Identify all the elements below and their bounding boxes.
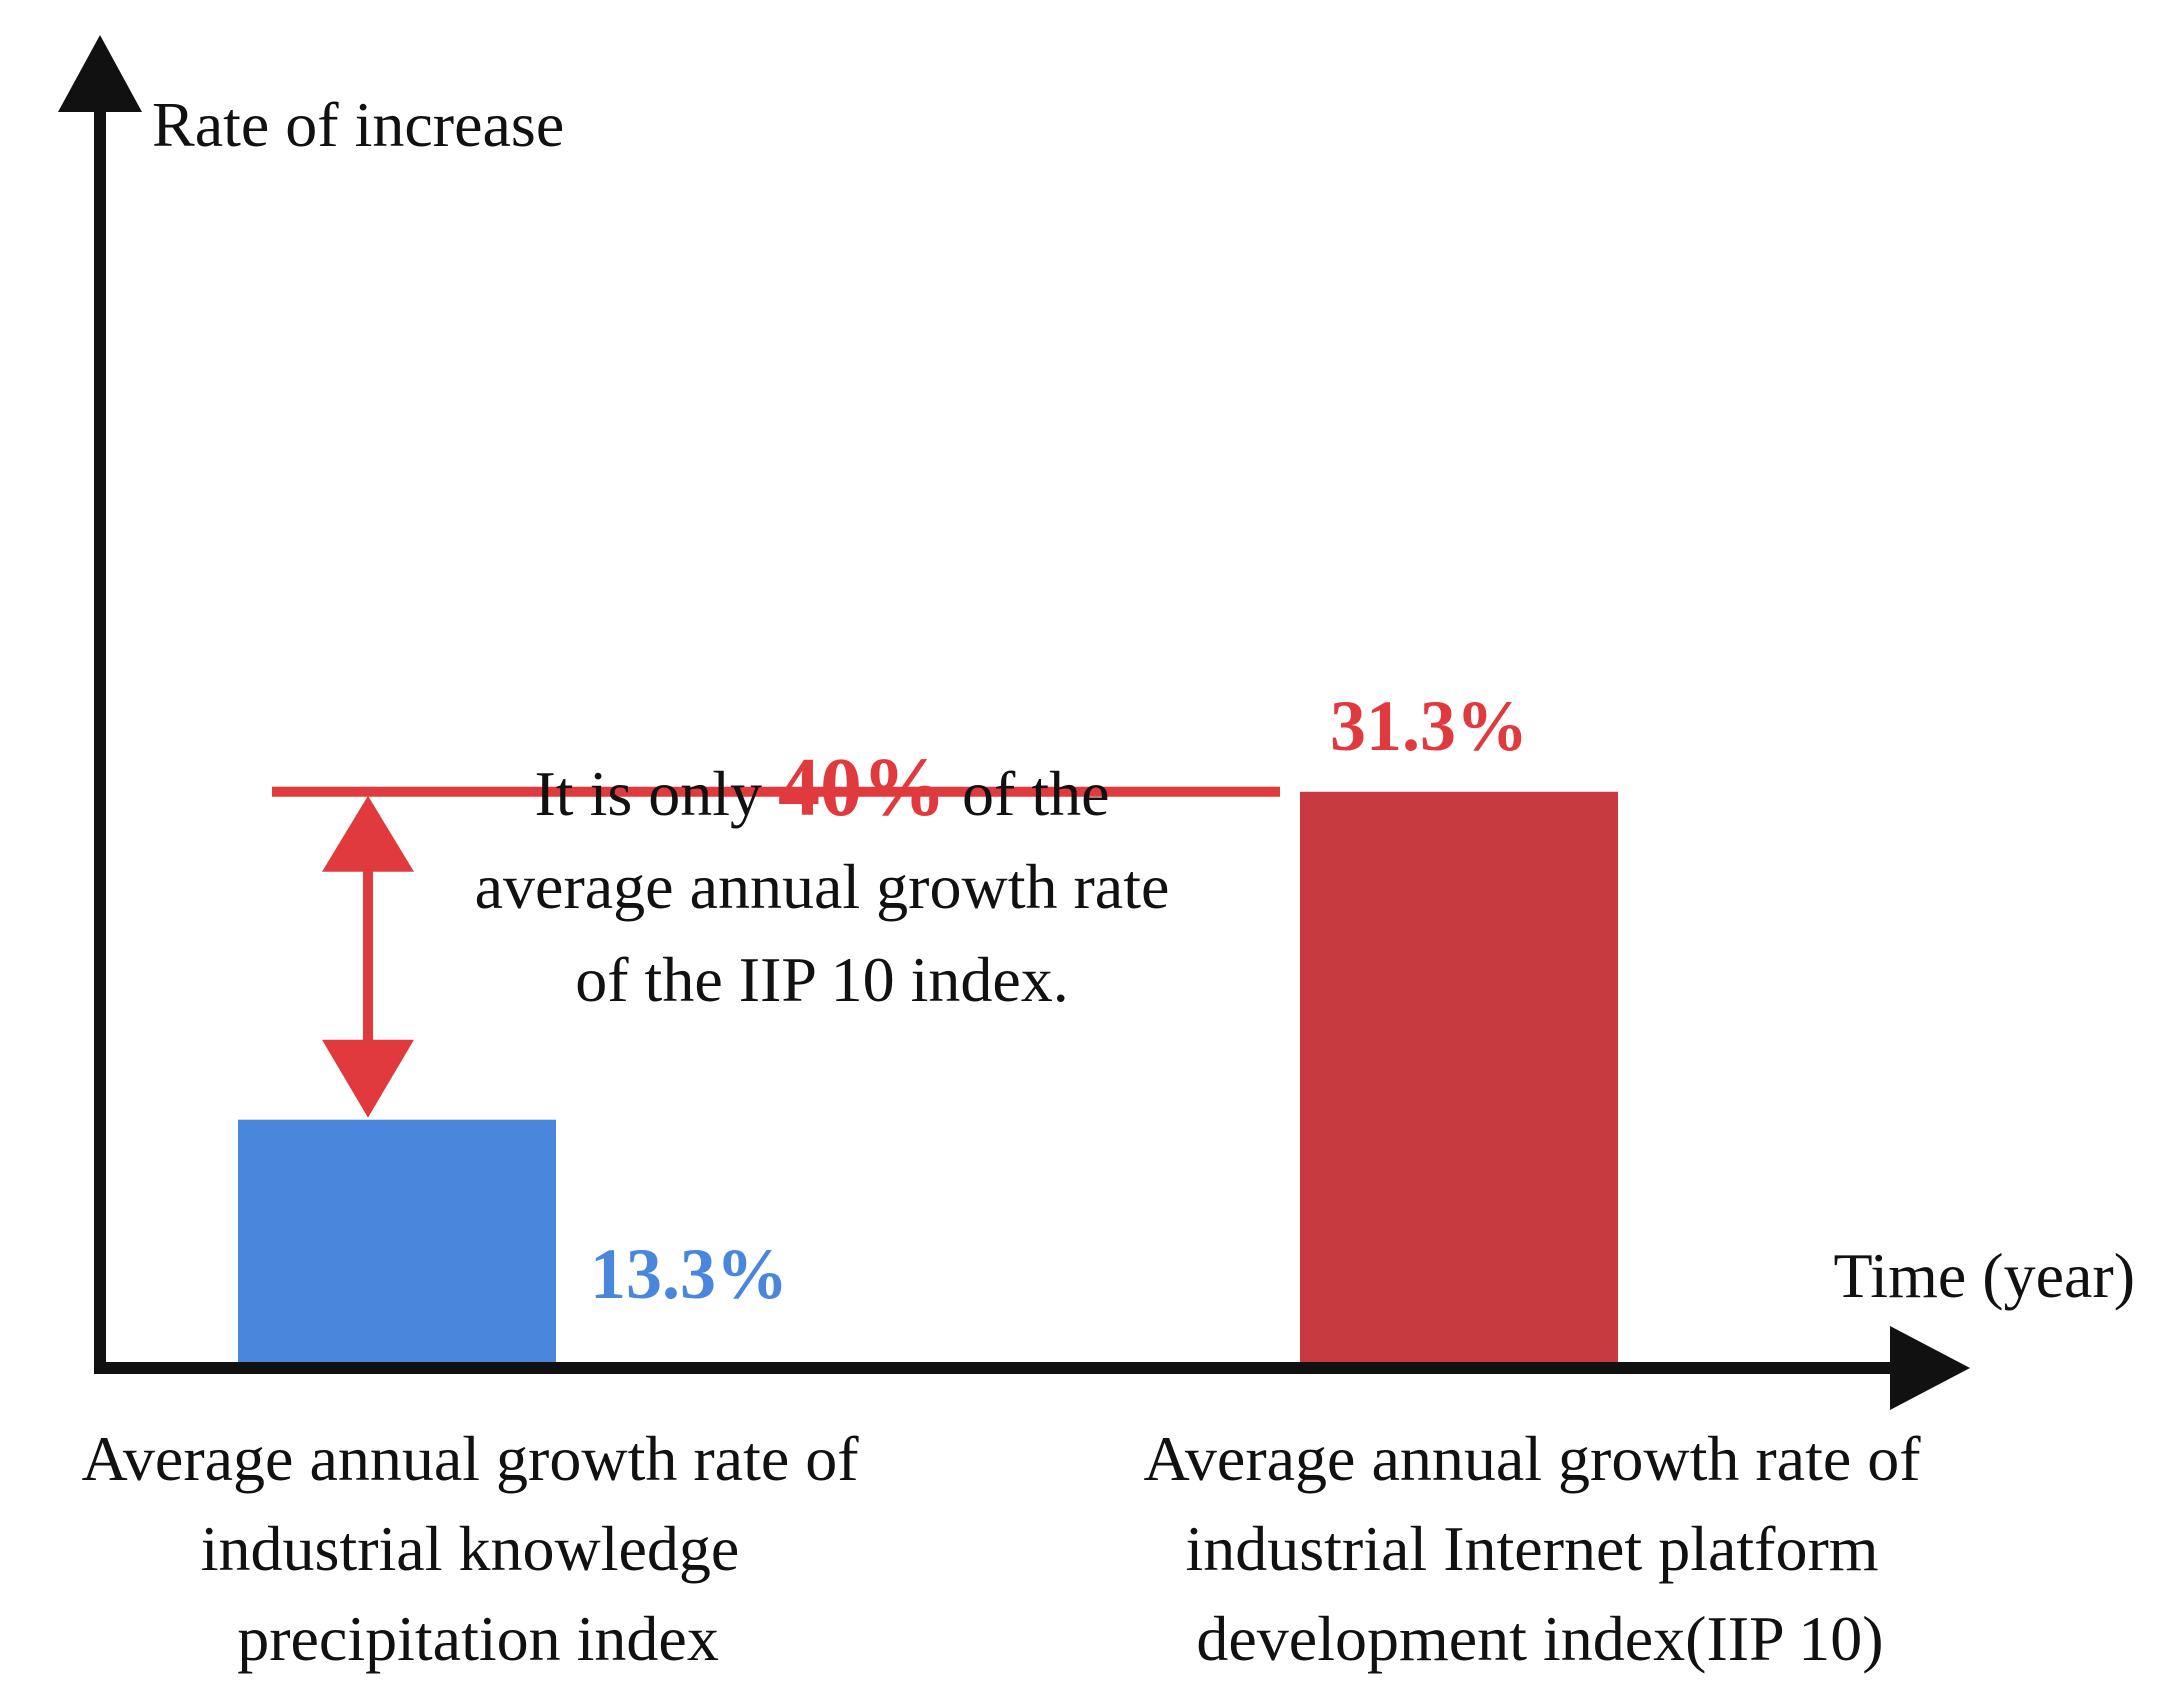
category-label-knowledge-index: Average annual growth rate of industrial… (81, 1423, 874, 1674)
value-label-iip10-index: 31.3% (1330, 686, 1528, 766)
bar-iip10-index (1300, 791, 1618, 1362)
annotation-line-1: It is only 40% of the (534, 741, 1109, 834)
x-axis-arrowhead (1890, 1326, 1970, 1410)
annotation-emphasis: 40% (778, 741, 946, 834)
annotation-line-3: of the IIP 10 index. (575, 944, 1069, 1015)
difference-arrow-head-down (322, 1039, 414, 1118)
y-axis-title: Rate of increase (152, 89, 564, 160)
difference-arrow-head-up (322, 795, 414, 872)
bar-knowledge-index (238, 1119, 556, 1362)
value-label-knowledge-index: 13.3% (590, 1234, 788, 1314)
y-axis-arrowhead (58, 35, 142, 112)
annotation-before: It is only (534, 758, 778, 829)
annotation-after: of the (946, 758, 1110, 829)
annotation-line-2: average annual growth rate (475, 851, 1170, 922)
category-label-iip10-index: Average annual growth rate of industrial… (1143, 1423, 1936, 1674)
x-axis-title: Time (year) (1833, 1240, 2135, 1311)
